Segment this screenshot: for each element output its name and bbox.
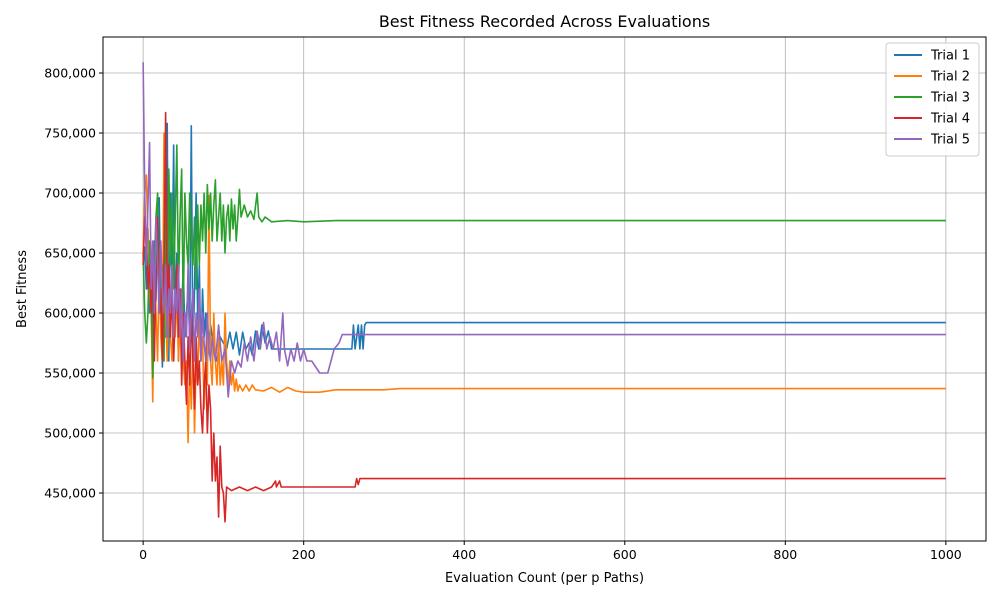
legend-label: Trial 3: [930, 91, 970, 106]
x-tick-label: 400: [452, 547, 476, 562]
series-lines: [142, 62, 946, 523]
series-line-trial-4: [142, 111, 946, 523]
chart-title: Best Fitness Recorded Across Evaluations: [379, 12, 710, 31]
x-tick-label: 800: [773, 547, 797, 562]
legend-label: Trial 1: [930, 49, 970, 64]
legend-box: [885, 42, 980, 157]
series-line-trial-5: [142, 62, 946, 398]
y-tick-label: 750,000: [44, 126, 96, 141]
y-tick-label: 650,000: [44, 246, 96, 261]
y-tick-label: 500,000: [44, 426, 96, 441]
plot-frame: [102, 36, 987, 542]
legend-label: Trial 5: [930, 133, 970, 148]
legend-label: Trial 4: [930, 112, 970, 127]
x-axis-label: Evaluation Count (per p Paths): [445, 571, 644, 586]
y-tick-label: 450,000: [44, 486, 96, 501]
y-tick-label: 800,000: [44, 66, 96, 81]
x-tick-label: 600: [613, 547, 637, 562]
y-tick-label: 700,000: [44, 186, 96, 201]
x-tick-label: 1000: [930, 547, 962, 562]
y-axis-label: Best Fitness: [15, 250, 30, 328]
y-tick-label: 600,000: [44, 306, 96, 321]
axis-ticks: 0 200 400 600 800 1000 450,000 500,000 550,000 60…: [44, 66, 962, 563]
grid-lines: [103, 37, 986, 541]
series-line-trial-2: [142, 132, 946, 444]
y-tick-label: 550,000: [44, 366, 96, 381]
x-tick-label: 200: [292, 547, 316, 562]
legend: Trial 1 Trial 2 Trial 3 Trial 4 Trial 5: [885, 42, 980, 157]
x-tick-label: 0: [139, 547, 147, 562]
legend-label: Trial 2: [930, 70, 970, 85]
